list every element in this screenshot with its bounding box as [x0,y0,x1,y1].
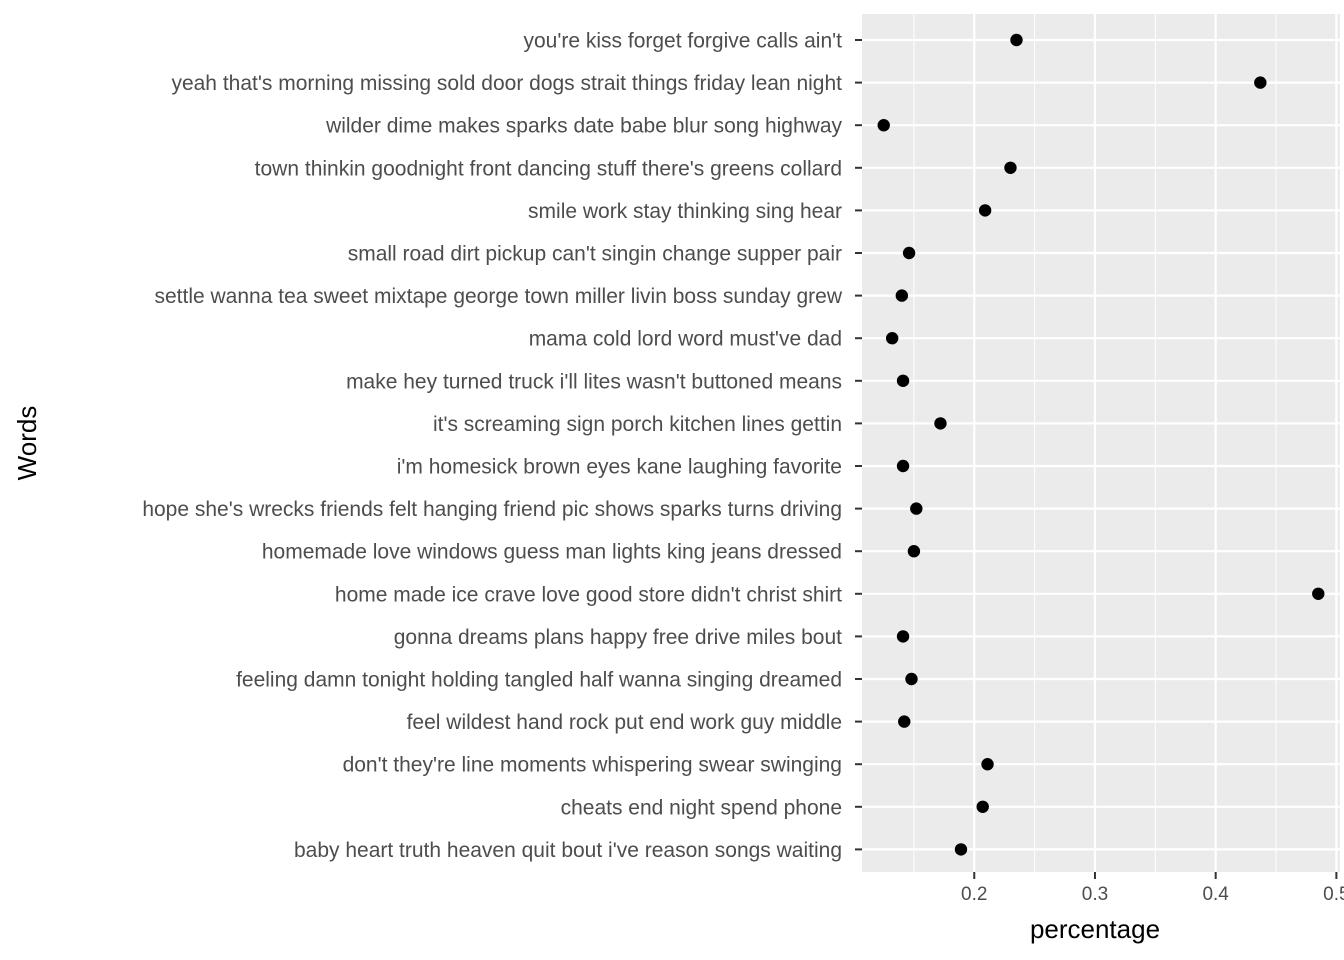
data-point [1004,161,1017,174]
x-tick-label: 0.3 [1082,884,1108,905]
y-tick-label: settle wanna tea sweet mixtape george to… [154,285,842,308]
major-gridlines [862,14,1340,872]
y-tick-label: don't they're line moments whispering sw… [343,754,842,777]
data-point [902,246,916,260]
y-tick-label: homemade love windows guess man lights k… [262,541,842,564]
y-axis-title: Words [12,406,42,481]
y-tick-label: smile work stay thinking sing hear [528,200,842,223]
y-tick-label: feel wildest hand rock put end work guy … [407,711,842,734]
y-tick-label: cheats end night spend phone [561,796,842,819]
y-tick-label: hope she's wrecks friends felt hanging f… [142,498,842,521]
plot-panel [862,14,1340,872]
y-tick-label: make hey turned truck i'll lites wasn't … [346,370,842,393]
data-point [907,545,921,558]
data-point [896,459,910,473]
data-point [954,843,968,856]
data-point [1254,76,1267,89]
y-tick-label: town thinkin goodnight front dancing stu… [255,157,842,180]
y-tick-label: gonna dreams plans happy free drive mile… [394,626,842,649]
data-point [896,630,910,643]
x-axis: 0.2 0.3 0.4 0.5 [961,872,1344,905]
y-tick-label: feeling damn tonight holding tangled hal… [236,669,842,692]
y-tick-label: yeah that's morning missing sold door do… [171,72,842,95]
x-tick-label: 0.4 [1202,884,1229,905]
data-points [877,33,1325,856]
y-tick-label: home made ice crave love good store didn… [335,583,842,606]
data-point [1010,33,1023,47]
data-point [896,374,910,387]
y-tick-label: you're kiss forget forgive calls ain't [524,30,843,53]
y-tick-label: baby heart truth heaven quit bout i've r… [294,839,842,862]
y-tick-label: it's screaming sign porch kitchen lines … [433,413,842,436]
data-point [1312,587,1325,600]
y-axis: you're kiss forget forgive calls ain't ye… [142,30,862,862]
data-point [905,672,918,686]
y-tick-label: i'm homesick brown eyes kane laughing fa… [397,456,842,479]
data-point [877,119,890,132]
data-point [898,715,911,728]
data-point [895,289,909,302]
x-tick-label: 0.2 [961,884,987,905]
y-tick-label: mama cold lord word must've dad [529,328,842,351]
data-point [910,502,923,515]
data-point [978,204,992,217]
x-tick-label: 0.5 [1323,884,1344,905]
data-point [981,758,994,771]
y-tick-label: wilder dime makes sparks date babe blur … [325,115,842,138]
y-tick-label: small road dirt pickup can't singin chan… [348,243,842,266]
data-point [976,800,989,813]
x-axis-title: percentage [1030,914,1160,944]
data-point [885,332,899,345]
data-point [934,417,947,430]
minor-gridlines [913,14,1277,872]
